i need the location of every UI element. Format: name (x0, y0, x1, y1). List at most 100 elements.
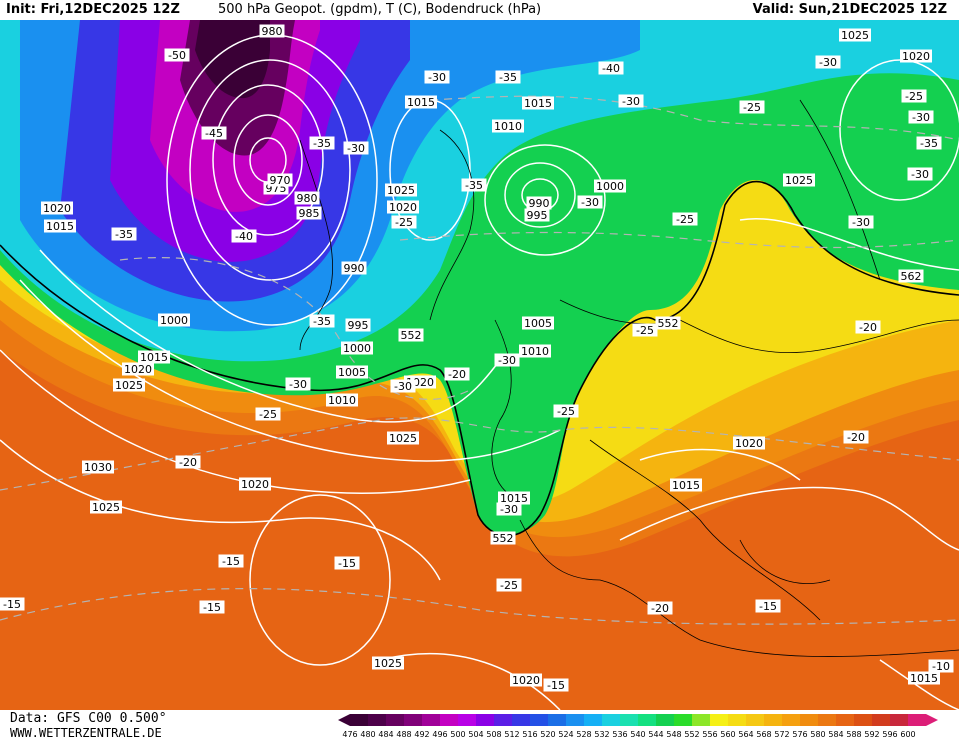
isotherm-label-text: -35 (313, 137, 331, 150)
isotherm-label: -20 (647, 601, 673, 615)
isotherm-label-box (618, 94, 644, 108)
isobar-label-box (41, 201, 73, 215)
isotherms (0, 95, 959, 625)
legend-tick-label: 536 (612, 730, 627, 739)
isobar-label-text: 990 (344, 262, 365, 275)
isotherm-label-box (598, 61, 624, 75)
init-time: Init: Fri,12DEC2025 12Z (6, 2, 180, 17)
isotherm-label-box (309, 314, 335, 328)
isotherm-label: -15 (218, 554, 244, 568)
isobar-label-text: 1025 (841, 29, 869, 42)
legend-swatch (422, 714, 440, 726)
isotherm-label: -45 (201, 126, 227, 140)
isobar-label-text: 1005 (524, 317, 552, 330)
isobar-label: 990 (526, 196, 552, 210)
isotherm-label-box (390, 379, 416, 393)
band-476 (195, 20, 270, 99)
isotherm-label: -15 (543, 678, 569, 692)
isobar-label-box (239, 477, 271, 491)
legend-swatch (836, 714, 854, 726)
isobar-label-box (138, 350, 170, 364)
isobar-label-box (44, 219, 76, 233)
legend-swatch (854, 714, 872, 726)
isotherm-label-box (815, 55, 841, 69)
isobar-label-box (341, 341, 373, 355)
isobar-label: 1020 (122, 362, 154, 376)
legend-swatch (800, 714, 818, 726)
isotherm-label: -30 (494, 353, 520, 367)
isotherm-label-text: -25 (395, 216, 413, 229)
isotherm-label-text: -25 (636, 324, 654, 337)
legend-swatch (620, 714, 638, 726)
isobar-label-text: 1015 (407, 96, 435, 109)
isotherm-label-text: -30 (819, 56, 837, 69)
isotherm-label-text: -25 (259, 408, 277, 421)
isotherm-label-text: -35 (115, 228, 133, 241)
isobar-label-box (113, 378, 145, 392)
isotherm-label-text: -15 (759, 600, 777, 613)
isotherm-label: -25 (739, 100, 765, 114)
weather-map: 980 1015 1015 1010 975 970 980 985 1025 1020 990 99… (0, 20, 959, 710)
isotherm-label-text: -20 (847, 431, 865, 444)
legend-swatch (404, 714, 422, 726)
isotherm-label-box (908, 110, 934, 124)
isobar-label-box (82, 460, 114, 474)
isobar-label: 1000 (158, 313, 190, 327)
isobar-label-box (387, 431, 419, 445)
legend-tick-label: 592 (864, 730, 879, 739)
isotherm-label-box (739, 100, 765, 114)
isotherm-label: -20 (855, 320, 881, 334)
legend-tick-label: 584 (828, 730, 843, 739)
legend-tick-label: 552 (684, 730, 699, 739)
isobar-label-text: 1020 (241, 478, 269, 491)
site-url[interactable]: WWW.WETTERZENTRALE.DE (10, 726, 162, 740)
isobar-label: 1015 (405, 95, 437, 109)
isotherm-label-text: -30 (498, 354, 516, 367)
isotherm-label-text: -35 (313, 315, 331, 328)
contour-552-label-text: 552 (493, 532, 514, 545)
contour-552-label: 552 (655, 316, 681, 330)
isotherm-label-box (309, 136, 335, 150)
isobar-label-box (510, 673, 542, 687)
legend-tick-label: 508 (486, 730, 501, 739)
contour-552-label-text: 552 (658, 317, 679, 330)
isobar-label: 1025 (372, 656, 404, 670)
isobar-label-box (526, 196, 552, 210)
isotherm-label-box (577, 195, 603, 209)
isobar-label-box (492, 119, 524, 133)
isobar-label-box (296, 206, 322, 220)
isotherm-label: -30 (285, 377, 311, 391)
legend-tick-label: 520 (540, 730, 555, 739)
isobar-label-box (522, 96, 554, 110)
isobar-label-box (498, 491, 530, 505)
isotherm-label-text: -25 (676, 213, 694, 226)
isobar-label-box (345, 318, 371, 332)
isotherm-label: -50 (164, 48, 190, 62)
isobar-label: 1010 (492, 119, 524, 133)
isotherm-label-box (218, 554, 244, 568)
isotherm-label: -35 (309, 314, 335, 328)
isobar-label-text: 1015 (140, 351, 168, 364)
temperature-labels: -50 -45 -35 -30 -30 -35 -40 -30 -25 -30 -25 -30 -35 -… (0, 48, 954, 692)
isotherm-label-text: -20 (859, 321, 877, 334)
legend-tick-label: 572 (774, 730, 789, 739)
isobar-label-text: 1010 (494, 120, 522, 133)
contour-552-label-box (398, 328, 424, 342)
isobar-label-text: 1020 (902, 50, 930, 63)
isobars (0, 34, 959, 710)
isobar-label: 1020 (387, 200, 419, 214)
isotherm-label-box (495, 70, 521, 84)
isotherm-label: -30 (848, 215, 874, 229)
isotherm-label: -25 (391, 215, 417, 229)
legend-swatch (440, 714, 458, 726)
isobar-label-text: 980 (297, 192, 318, 205)
isobar-label: 1025 (113, 378, 145, 392)
isotherm-label: -10 (928, 659, 954, 673)
isotherm-label-box (543, 678, 569, 692)
isobar-label: 1020 (239, 477, 271, 491)
isotherm-label: -15 (755, 599, 781, 613)
contour-562-label-box (898, 269, 924, 283)
isobar-label-box (158, 313, 190, 327)
isotherm-label-text: -15 (3, 598, 21, 611)
isotherm-label: -25 (553, 404, 579, 418)
